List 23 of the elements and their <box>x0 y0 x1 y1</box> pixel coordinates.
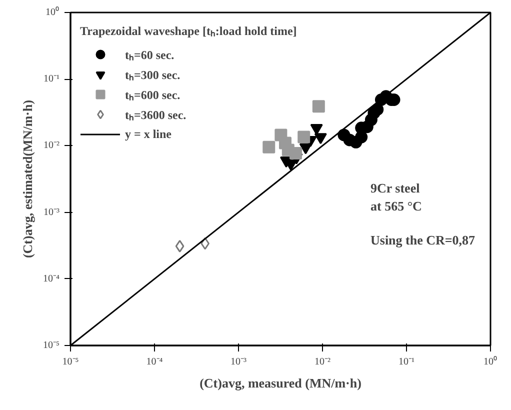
x-tick-label: 10⁻⁴ <box>146 356 164 368</box>
annotation: at 565 °C <box>370 198 422 214</box>
legend-title: Trapezoidal waveshape [tₕ:load hold time] <box>80 23 297 39</box>
x-tick-label: 10⁻¹ <box>398 356 414 368</box>
legend-label: tₕ=3600 sec. <box>125 106 186 122</box>
legend-label: tₕ=60 sec. <box>125 46 174 62</box>
y-tick-label: 10⁻² <box>44 140 60 152</box>
y-tick-label: 10⁰ <box>46 6 60 18</box>
y-tick-label: 10⁻⁵ <box>43 340 60 351</box>
y-tick-label: 10⁻³ <box>44 206 60 218</box>
legend-label: tₕ=600 sec. <box>125 86 180 102</box>
annotation: Using the CR=0,87 <box>370 232 476 248</box>
x-tick-label: 10⁻³ <box>230 356 246 368</box>
y-tick-label: 10⁻¹ <box>44 74 60 85</box>
x-tick-label: 10⁻⁵ <box>62 356 79 368</box>
x-tick-label: 10⁻² <box>314 356 330 368</box>
annotation: 9Cr steel <box>370 180 420 196</box>
y-tick-label: 10⁻⁴ <box>43 273 60 284</box>
x-tick-label: 10⁰ <box>484 356 498 368</box>
legend-label: y = x line <box>125 126 172 142</box>
y-axis-title: (Ct)avg, estimated(MN/m·h) <box>20 100 36 258</box>
legend-label: tₕ=300 sec. <box>125 66 180 82</box>
x-axis-title: (Ct)avg, measured (MN/m·h) <box>200 376 362 390</box>
